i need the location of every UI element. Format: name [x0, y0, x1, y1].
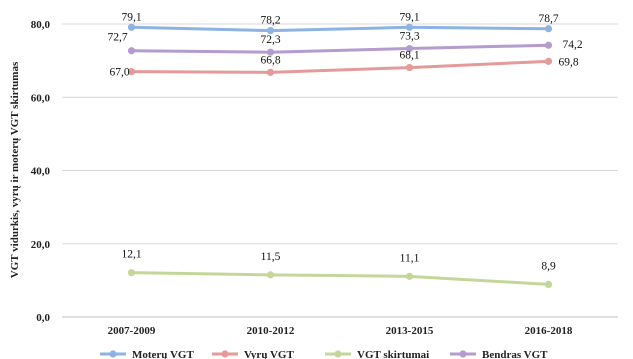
- data-point-moteru-vgt: [405, 23, 414, 31]
- data-point-moteru-vgt: [266, 26, 275, 35]
- data-point-vyru-vgt: [544, 57, 553, 65]
- data-point-vgt-skirtumai: [544, 280, 553, 289]
- x-tick-label: 2007-2009: [108, 325, 156, 337]
- data-point-bendras-vgt: [544, 41, 553, 49]
- y-tick-label: 60,0: [31, 92, 51, 104]
- series-line-vgt-skirtumai: [130, 271, 550, 286]
- x-tick-label: 2010-2012: [247, 325, 295, 337]
- data-point-bendras-vgt: [405, 44, 414, 53]
- y-tick-label: 0,0: [36, 312, 50, 324]
- y-tick-label: 80,0: [31, 19, 51, 31]
- y-axis-ticks: 0,0 20,0 40,0 60,0 80,0: [31, 19, 51, 324]
- legend-label-bendras-vgt: Bendras VGT: [482, 349, 548, 359]
- data-point-moteru-vgt: [544, 25, 553, 33]
- data-label-moteru-vgt: 79,1: [399, 11, 419, 23]
- y-tick-label: 20,0: [31, 239, 51, 251]
- legend-marker-vyru-vgt: [221, 350, 229, 358]
- data-label-vyru-vgt: 66,8: [260, 54, 280, 66]
- data-label-vyru-vgt: 68,1: [399, 50, 419, 62]
- legend-label-vgt-skirtumai: VGT skirtumai: [357, 349, 429, 359]
- series-line-bendras-vgt: [130, 43, 550, 54]
- data-point-vgt-skirtumai: [127, 269, 136, 277]
- data-label-vgt-skirtumai: 11,1: [400, 252, 420, 264]
- data-label-vgt-skirtumai: 12,1: [121, 249, 141, 261]
- data-label-vgt-skirtumai: 8,9: [541, 260, 556, 272]
- data-label-moteru-vgt: 78,2: [260, 15, 280, 27]
- legend: Moterų VGT Vyrų VGT VGT skirtumai Bendras V…: [100, 349, 548, 359]
- data-label-bendras-vgt: 73,3: [399, 31, 419, 43]
- data-point-bendras-vgt: [266, 48, 275, 56]
- data-label-moteru-vgt: 79,1: [121, 11, 141, 23]
- data-point-vyru-vgt: [127, 68, 136, 76]
- data-label-vyru-vgt: 67,0: [109, 67, 129, 79]
- data-point-bendras-vgt: [127, 47, 136, 55]
- data-label-bendras-vgt: 74,2: [563, 39, 583, 51]
- series-lines: [127, 23, 553, 289]
- x-tick-label: 2013-2015: [386, 325, 434, 337]
- legend-label-moteru-vgt: Moterų VGT: [132, 349, 194, 359]
- y-tick-label: 40,0: [31, 166, 51, 178]
- data-point-vyru-vgt: [405, 63, 414, 72]
- legend-marker-vgt-skirtumai: [334, 350, 342, 358]
- data-labels: 79,1 78,2 79,1 78,7 67,0 66,8 68,1 69,8 12,1 11,5…: [107, 11, 582, 272]
- data-label-vyru-vgt: 69,8: [559, 56, 579, 68]
- legend-marker-bendras-vgt: [459, 350, 467, 358]
- data-point-moteru-vgt: [127, 23, 136, 31]
- data-point-vgt-skirtumai: [266, 271, 275, 279]
- data-label-moteru-vgt: 78,7: [538, 13, 558, 25]
- x-axis-ticks: 2007-2009 2010-2012 2013-2015 2016-2018: [108, 325, 573, 337]
- data-point-vyru-vgt: [266, 68, 275, 76]
- data-label-vgt-skirtumai: 11,5: [261, 251, 281, 263]
- data-point-vgt-skirtumai: [405, 272, 414, 280]
- y-axis-label: VGT vidurkis, vyrų ir moterų VGT skirtum…: [9, 61, 21, 278]
- gridlines: [62, 23, 618, 318]
- series-line-moteru-vgt: [130, 25, 550, 33]
- data-label-bendras-vgt: 72,7: [107, 32, 127, 44]
- series-line-vyru-vgt: [130, 59, 550, 74]
- x-tick-label: 2016-2018: [525, 325, 573, 337]
- data-label-bendras-vgt: 72,3: [260, 34, 280, 46]
- legend-marker-moteru-vgt: [109, 350, 117, 358]
- legend-label-vyru-vgt: Vyrų VGT: [244, 349, 294, 359]
